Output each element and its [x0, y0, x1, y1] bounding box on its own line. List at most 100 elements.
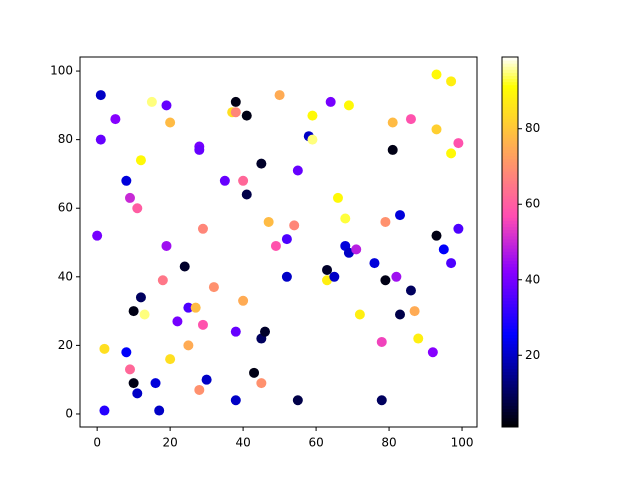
point [241, 110, 252, 121]
colorbar-strip [502, 319, 518, 323]
point [446, 76, 457, 87]
colorbar-strip [502, 297, 518, 302]
x-tick-label: 80 [381, 436, 396, 450]
colorbar-strip [502, 137, 518, 141]
colorbar-strip [502, 134, 518, 138]
colorbar-strip [502, 208, 518, 212]
point [376, 395, 387, 406]
point [92, 230, 103, 241]
colorbar-strip [502, 198, 518, 203]
axes-frame [79, 56, 478, 428]
colorbar-strip [502, 325, 518, 329]
point [256, 158, 267, 169]
colorbar-strip [502, 380, 518, 385]
colorbar-strip [502, 374, 518, 379]
point [453, 138, 464, 149]
point [194, 144, 205, 155]
point [161, 240, 172, 251]
point [110, 114, 121, 125]
colorbar-strip [502, 263, 518, 268]
colorbar-strip [502, 131, 518, 135]
y-tick-label: 80 [58, 132, 73, 146]
colorbar-strip [502, 220, 518, 224]
colorbar-tick-label: 40 [525, 272, 540, 286]
point [387, 117, 398, 128]
colorbar-strip [502, 322, 518, 326]
point [256, 378, 267, 389]
y-tick-label: 60 [58, 201, 73, 215]
colorbar-strip [502, 251, 518, 255]
point [431, 230, 442, 241]
point [292, 395, 303, 406]
colorbar-frame [501, 56, 519, 428]
point [241, 189, 252, 200]
point [391, 271, 402, 282]
point [281, 234, 292, 245]
colorbar-strip [502, 393, 518, 397]
colorbar-strip [502, 328, 518, 332]
colorbar-strip [502, 69, 518, 73]
point [380, 275, 391, 286]
y-tick-label: 100 [50, 64, 73, 78]
colorbar-strip [502, 349, 518, 354]
point [431, 69, 442, 80]
colorbar-strip [502, 171, 518, 175]
point [376, 336, 387, 347]
colorbar-strip [502, 217, 518, 221]
colorbar-strip [502, 396, 518, 400]
point [369, 258, 380, 269]
colorbar-strip [502, 346, 518, 351]
colorbar-strip [502, 66, 518, 70]
colorbar-strip [502, 331, 518, 335]
colorbar-strip [502, 60, 518, 64]
colorbar-strip [502, 229, 518, 234]
colorbar-strip [502, 402, 518, 406]
point [329, 271, 340, 282]
point [132, 388, 143, 399]
point [292, 165, 303, 176]
colorbar-strip [502, 390, 518, 394]
point [322, 264, 333, 275]
colorbar-strip [502, 75, 518, 80]
colorbar-strip [502, 282, 518, 286]
point [453, 223, 464, 234]
point [128, 306, 139, 317]
point [121, 175, 132, 186]
colorbar-strip [502, 309, 518, 314]
colorbar-strip [502, 285, 518, 289]
colorbar-strip [502, 399, 518, 403]
point [281, 271, 292, 282]
point [343, 100, 354, 111]
colorbar-strip [502, 161, 518, 166]
point [307, 134, 318, 145]
colorbar-strip [502, 306, 518, 311]
point [325, 96, 336, 107]
colorbar-strip [502, 279, 518, 283]
point [150, 378, 161, 389]
point [197, 223, 208, 234]
colorbar-strip [502, 248, 518, 252]
colorbar-strip [502, 383, 518, 388]
colorbar-strip [502, 294, 518, 298]
colorbar-strip [502, 417, 518, 422]
point [124, 192, 135, 203]
colorbar-strip [502, 57, 518, 61]
colorbar-strip [502, 303, 518, 308]
point [405, 114, 416, 125]
point [146, 96, 157, 107]
colorbar-strip [502, 118, 518, 123]
colorbar-strip [502, 269, 518, 274]
colorbar-strip [502, 214, 518, 218]
point [438, 244, 449, 255]
colorbar-strip [502, 109, 518, 113]
colorbar-strip [502, 288, 518, 292]
point [431, 124, 442, 135]
colorbar-strip [502, 223, 518, 228]
colorbar-strip [502, 81, 518, 86]
colorbar-strip [502, 414, 518, 419]
colorbar-strip [502, 343, 518, 348]
colorbar-strip [502, 127, 518, 132]
colorbar-strip [502, 106, 518, 110]
colorbar-strip [502, 266, 518, 271]
point [201, 374, 212, 385]
